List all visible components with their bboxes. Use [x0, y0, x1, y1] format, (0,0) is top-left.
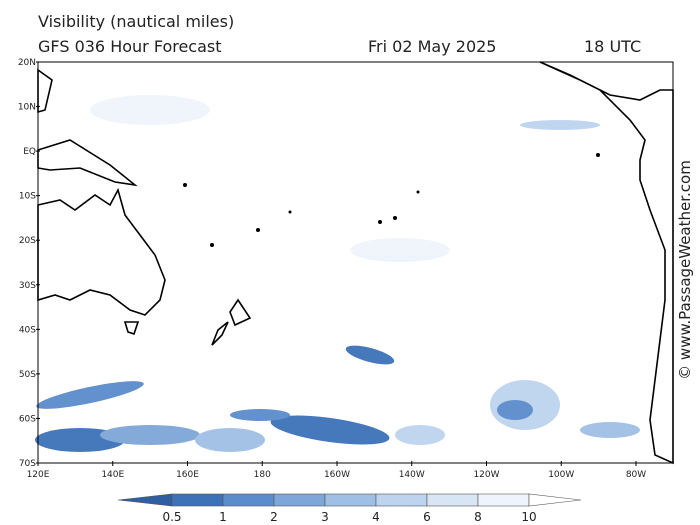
colorbar-label: 10 [521, 510, 536, 524]
subtitle: GFS 036 Hour Forecast [38, 37, 222, 56]
date: Fri 02 May 2025 [368, 37, 496, 56]
colorbar-segment [324, 493, 377, 507]
visibility-field [35, 95, 640, 452]
lon-label: 160W [324, 470, 350, 480]
title: Visibility (nautical miles) [38, 12, 234, 31]
lon-label: 120E [27, 470, 50, 480]
time: 18 UTC [584, 37, 641, 56]
lon-label: 180 [254, 470, 271, 480]
lon-label: 100W [548, 470, 574, 480]
watermark: © www.PassageWeather.com [676, 160, 694, 380]
lat-label: 10N [18, 103, 36, 113]
colorbar-segment [375, 493, 428, 507]
lat-label: 60S [19, 414, 36, 424]
lon-label: 140E [101, 470, 124, 480]
colorbar-label: 8 [474, 510, 482, 524]
colorbar: 0.5 1 2 3 4 6 8 10 [117, 493, 582, 524]
map-frame [37, 61, 674, 464]
coastlines [37, 61, 674, 465]
colorbar-end [528, 493, 582, 507]
map [35, 61, 674, 465]
lat-label: EQ [23, 147, 36, 157]
colorbar-label: 1 [219, 510, 227, 524]
lon-label: 160E [176, 470, 199, 480]
lat-label: 20N [18, 58, 36, 68]
lat-label: 10S [19, 192, 36, 202]
lat-label: 30S [19, 281, 36, 291]
colorbar-segment [426, 493, 479, 507]
colorbar-label: 2 [270, 510, 278, 524]
colorbar-label: 3 [321, 510, 329, 524]
colorbar-label: 0.5 [162, 510, 181, 524]
lon-label: 140W [399, 470, 425, 480]
colorbar-segment [273, 493, 326, 507]
colorbar-segment [477, 493, 530, 507]
colorbar-segment [222, 493, 275, 507]
lat-label: 50S [19, 370, 36, 380]
lon-label: 120W [473, 470, 499, 480]
colorbar-label: 6 [423, 510, 431, 524]
colorbar-segment [171, 493, 224, 507]
lat-label: 20S [19, 236, 36, 246]
lat-label: 70S [19, 459, 36, 469]
colorbar-label: 4 [372, 510, 380, 524]
colorbar-end [117, 493, 173, 507]
lon-label: 80W [626, 470, 646, 480]
lat-label: 40S [19, 325, 36, 335]
